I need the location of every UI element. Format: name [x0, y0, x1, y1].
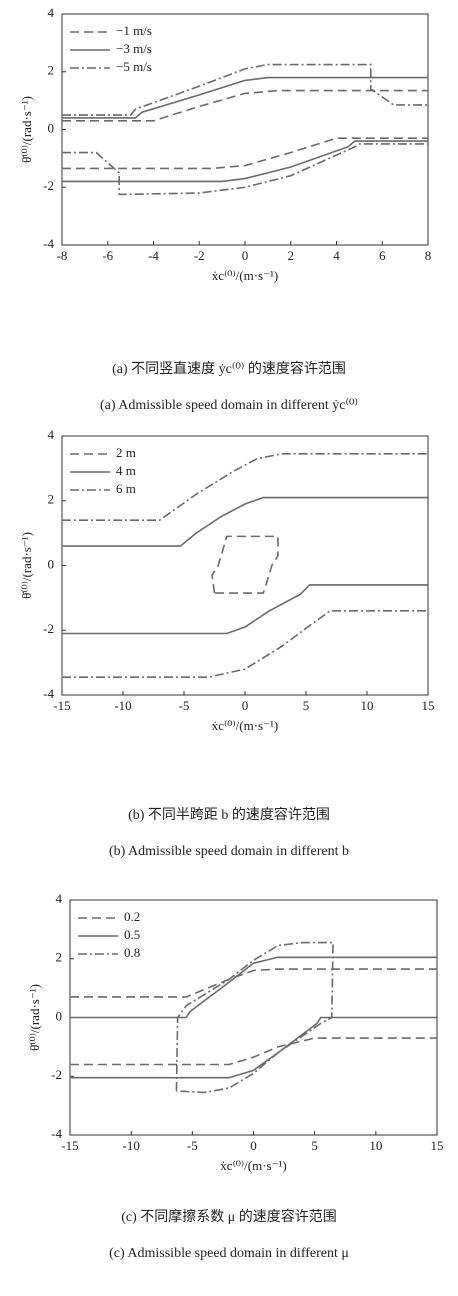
- x-tick-label: 10: [369, 1138, 382, 1153]
- legend-label: 0.8: [124, 945, 140, 960]
- x-tick-label: 0: [242, 698, 249, 713]
- y-tick-label: -4: [51, 1126, 62, 1141]
- x-tick-label: -5: [187, 1138, 198, 1153]
- x-tick-label: 0: [242, 248, 249, 263]
- legend-label: 0.5: [124, 927, 140, 942]
- y-tick-label: 2: [56, 950, 63, 965]
- x-axis-label: ẋc⁽⁰⁾/(m·s⁻¹): [220, 1158, 286, 1173]
- x-tick-label: 0: [250, 1138, 257, 1153]
- caption-en: (b) Admissible speed domain in different…: [109, 844, 349, 859]
- series-line: [70, 956, 437, 1079]
- caption-cn: (c) 不同摩擦系数 μ 的速度容许范围: [121, 1208, 337, 1225]
- legend-label: −3 m/s: [116, 41, 152, 56]
- series-line: [62, 496, 428, 635]
- x-tick-label: -4: [148, 248, 159, 263]
- series-line: [62, 63, 428, 196]
- legend-label: 0.2: [124, 909, 140, 924]
- x-tick-label: 2: [288, 248, 295, 263]
- x-tick-label: -5: [179, 698, 190, 713]
- x-tick-label: 4: [333, 248, 340, 263]
- x-tick-label: 15: [431, 1138, 444, 1153]
- y-tick-label: -2: [43, 621, 54, 636]
- series-line: [70, 968, 437, 1066]
- y-tick-label: -4: [43, 686, 54, 701]
- x-tick-label: -10: [122, 1138, 139, 1153]
- caption-cn: (a) 不同竖直速度 ẏc⁽⁰⁾ 的速度容许范围: [112, 360, 346, 377]
- x-axis-label: ẋc⁽⁰⁾/(m·s⁻¹): [212, 718, 278, 733]
- series-line: [175, 941, 334, 1094]
- y-tick-label: 2: [48, 63, 55, 78]
- x-tick-label: 8: [425, 248, 432, 263]
- y-tick-label: 4: [48, 427, 55, 442]
- x-tick-label: -10: [114, 698, 131, 713]
- x-tick-label: -2: [194, 248, 205, 263]
- x-tick-label: -15: [53, 698, 70, 713]
- y-axis-label: θ̇⁽⁰⁾/(rad·s⁻¹): [27, 984, 42, 1051]
- series-line: [62, 89, 428, 170]
- caption-en: (a) Admissible speed domain in different…: [100, 398, 358, 413]
- series-line: [62, 453, 428, 678]
- x-tick-label: 5: [303, 698, 310, 713]
- legend-label: −1 m/s: [116, 23, 152, 38]
- legend-label: 4 m: [116, 463, 136, 478]
- caption-en: (c) Admissible speed domain in different…: [109, 1246, 349, 1261]
- x-tick-label: -6: [102, 248, 113, 263]
- x-tick-label: 10: [361, 698, 374, 713]
- x-tick-label: 15: [422, 698, 435, 713]
- y-axis-label: θ̇⁽⁰⁾/(rad·s⁻¹): [19, 532, 34, 599]
- y-tick-label: -2: [43, 178, 54, 193]
- legend-label: 2 m: [116, 445, 136, 460]
- x-tick-label: -8: [57, 248, 68, 263]
- x-tick-label: 6: [379, 248, 386, 263]
- x-tick-label: 5: [311, 1138, 318, 1153]
- y-tick-label: 4: [48, 5, 55, 20]
- y-axis-label: θ̇⁽⁰⁾/(rad·s⁻¹): [19, 96, 34, 163]
- y-tick-label: 2: [48, 492, 55, 507]
- y-tick-label: 0: [56, 1008, 63, 1023]
- y-tick-label: -2: [51, 1067, 62, 1082]
- x-tick-label: -15: [61, 1138, 78, 1153]
- legend-label: 6 m: [116, 481, 136, 496]
- y-tick-label: 0: [48, 120, 55, 135]
- y-tick-label: -4: [43, 236, 54, 251]
- y-tick-label: 0: [48, 556, 55, 571]
- x-axis-label: ẋc⁽⁰⁾/(m·s⁻¹): [212, 268, 278, 283]
- series-line: [62, 76, 428, 183]
- y-tick-label: 4: [56, 891, 63, 906]
- caption-cn: (b) 不同半跨距 b 的速度容许范围: [128, 806, 330, 823]
- series-line: [211, 535, 279, 594]
- legend-label: −5 m/s: [116, 59, 152, 74]
